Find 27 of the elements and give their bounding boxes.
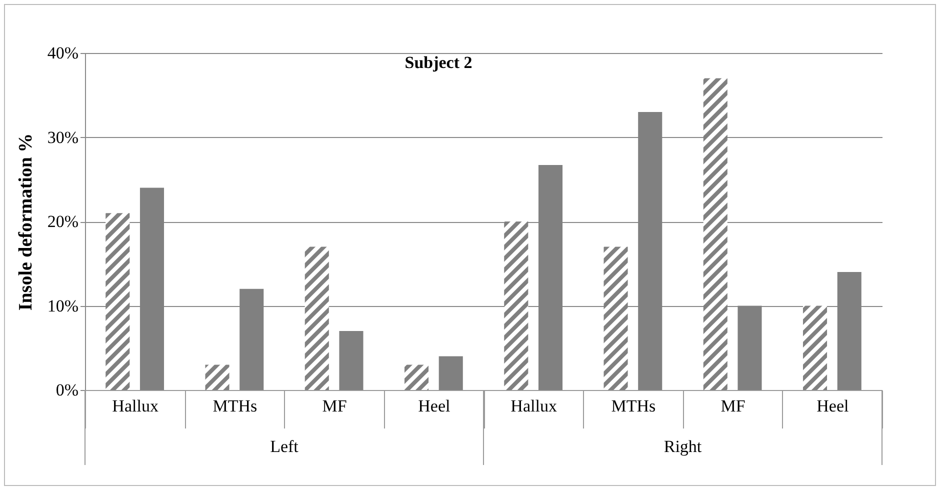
bar (404, 364, 429, 390)
bar (304, 246, 329, 390)
y-tick-label: 20% (47, 212, 78, 231)
x-tick-label: MF (720, 396, 746, 416)
bar (604, 246, 628, 390)
y-tick-label: 0% (56, 380, 78, 400)
bar (438, 356, 463, 390)
bar (106, 213, 130, 390)
bar (703, 78, 728, 390)
x-tick-label: MF (322, 396, 347, 416)
text: Right (664, 437, 702, 456)
bar (504, 222, 528, 390)
chart-title: Subject 2 (404, 53, 472, 72)
x-tick-label: MTHs (212, 396, 258, 416)
y-tick-label: 30% (47, 128, 78, 147)
y-tick-label: 40% (47, 44, 78, 62)
x-tick-label: Heel (816, 396, 850, 416)
x-tick-label: Hallux (112, 396, 159, 416)
text: Left (270, 437, 299, 456)
y-axis-title: Insole deformation % (15, 133, 36, 311)
x-tick-label: MTHs (611, 396, 656, 416)
x-tick-label: Hallux (510, 396, 558, 416)
bar (339, 331, 364, 390)
y-tick-label: 10% (47, 296, 78, 316)
x-tick-label: Heel (418, 396, 451, 416)
bar (205, 364, 230, 390)
bar (802, 306, 828, 390)
